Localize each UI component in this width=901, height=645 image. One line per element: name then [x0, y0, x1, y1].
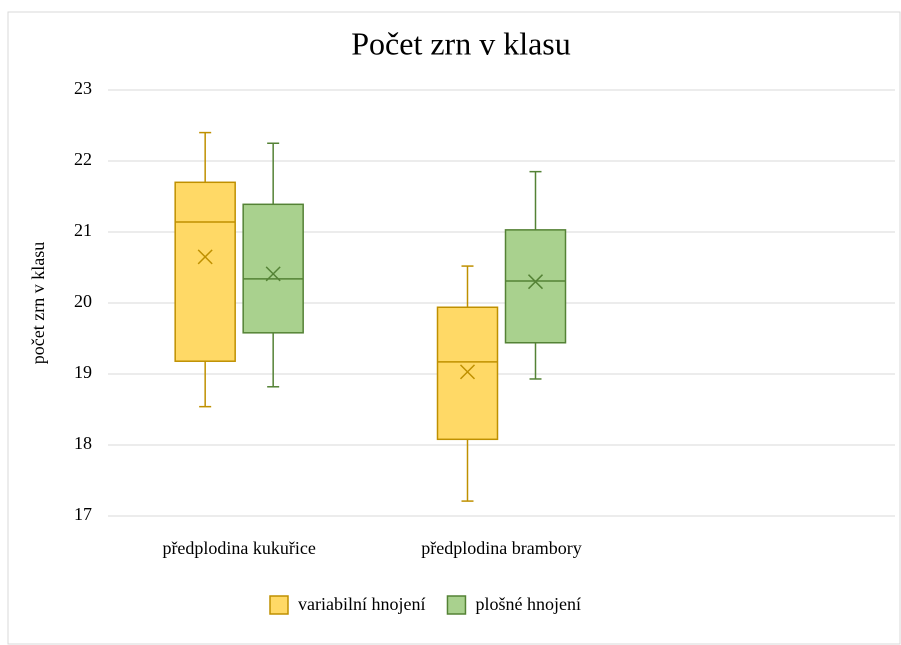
y-tick-label: 18 — [74, 433, 92, 453]
x-tick-label: předplodina kukuřice — [162, 538, 315, 558]
y-tick-label: 17 — [74, 504, 92, 524]
mean-marker — [265, 266, 281, 282]
legend-label: variabilní hnojení — [298, 594, 425, 614]
box — [174, 181, 236, 362]
x-tick-label: předplodina brambory — [421, 538, 581, 558]
y-tick-label: 22 — [74, 149, 92, 169]
box — [242, 203, 304, 334]
mean-marker — [527, 274, 544, 290]
y-tick-label: 21 — [74, 220, 92, 240]
box — [504, 229, 567, 344]
y-axis-label: počet zrn v klasu — [28, 242, 48, 364]
y-tick-label: 20 — [74, 291, 92, 311]
mean-marker — [197, 249, 213, 265]
mean-marker — [459, 364, 476, 380]
y-tick-label: 19 — [74, 362, 92, 382]
y-tick-label: 23 — [74, 78, 92, 98]
legend-swatch — [446, 595, 467, 615]
chart-title: Počet zrn v klasu — [351, 25, 571, 61]
legend-swatch — [269, 595, 289, 615]
box — [436, 306, 499, 441]
legend-label: plošné hnojení — [475, 594, 581, 614]
